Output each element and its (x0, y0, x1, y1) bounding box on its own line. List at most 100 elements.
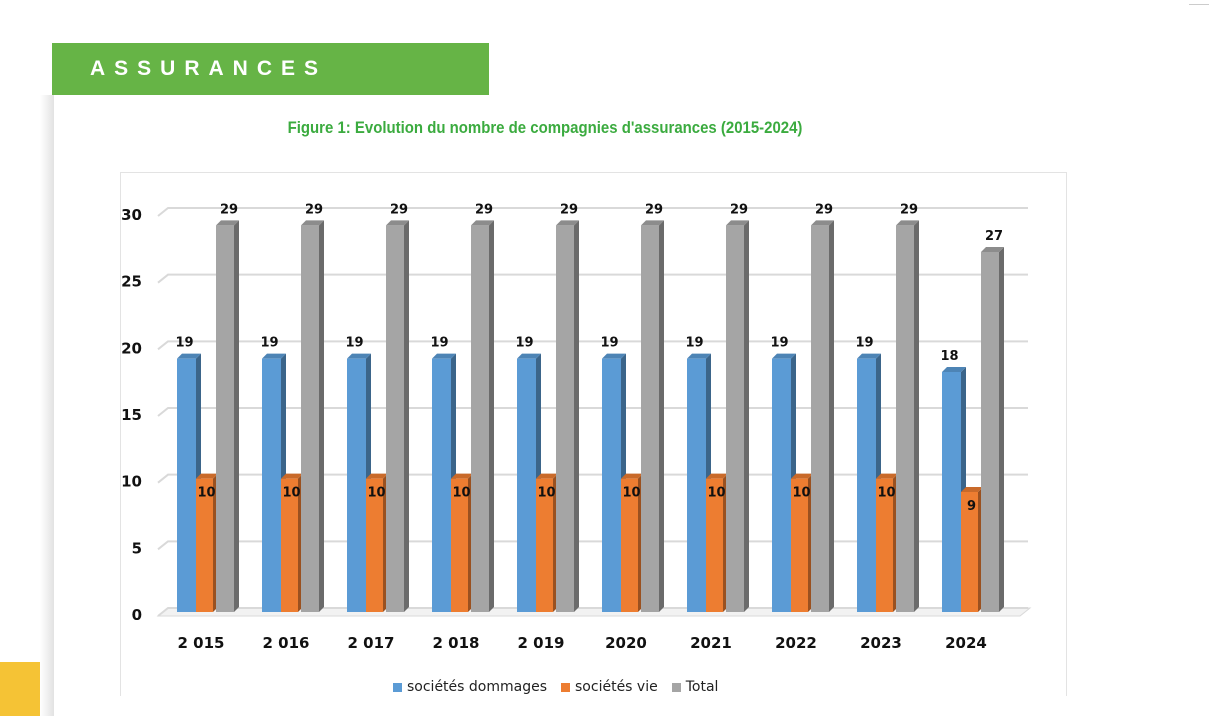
data-label: 9 (967, 499, 976, 514)
bar-top (471, 220, 494, 226)
bar (981, 252, 999, 612)
bar (791, 478, 808, 612)
bar-top (216, 220, 239, 226)
bar-top (942, 367, 966, 372)
bar-side (404, 220, 409, 613)
legend-item: Total (671, 679, 719, 695)
bar-top (301, 220, 324, 226)
bar (536, 478, 553, 612)
legend: sociétés dommages sociétés vie Total (393, 679, 718, 695)
bar-top (517, 353, 541, 359)
y-tick-label: 15 (121, 406, 142, 424)
legend-item: sociétés dommages (393, 679, 547, 695)
data-label: 10 (367, 486, 385, 501)
bar (216, 225, 234, 613)
bar-top (876, 473, 898, 479)
bar-top (556, 220, 579, 226)
data-label: 10 (537, 486, 555, 501)
bar-top (177, 353, 201, 359)
data-label: 19 (855, 336, 873, 351)
bar-top (857, 353, 881, 359)
bar (366, 478, 383, 612)
bar-top (621, 473, 643, 479)
data-label: 29 (305, 202, 323, 217)
data-label: 10 (452, 486, 470, 501)
bar-top (602, 353, 626, 359)
bar (517, 358, 536, 612)
bar (857, 358, 876, 612)
bar (281, 478, 298, 612)
bar-side (659, 220, 664, 613)
bar (451, 478, 468, 612)
bar-side (999, 247, 1004, 612)
x-tick-label: 2 019 (518, 634, 565, 652)
bar-side (914, 220, 919, 613)
data-label: 19 (260, 336, 278, 351)
data-label: 19 (770, 336, 788, 351)
data-label: 29 (730, 202, 748, 217)
bar (432, 358, 451, 612)
data-label: 29 (475, 202, 493, 217)
bar-top (196, 473, 218, 479)
data-label: 19 (345, 336, 363, 351)
section-title: ASSURANCES (90, 57, 328, 80)
data-label: 19 (430, 336, 448, 351)
data-label: 19 (515, 336, 533, 351)
bar (177, 358, 196, 612)
bar-top (811, 220, 834, 226)
bar-top (536, 473, 558, 479)
legend-item: sociétés vie (561, 679, 658, 695)
x-tick-label: 2 017 (348, 634, 395, 652)
legend-swatch (393, 682, 402, 692)
bar-side (234, 220, 239, 613)
bar (687, 358, 706, 612)
x-tick-label: 2021 (690, 634, 732, 652)
x-tick-label: 2 018 (433, 634, 480, 652)
window-edge (1189, 4, 1209, 5)
bar (706, 478, 723, 612)
data-label: 29 (390, 202, 408, 217)
bar-side (744, 220, 749, 613)
data-label: 18 (940, 349, 958, 364)
x-tick-label: 2020 (605, 634, 647, 652)
data-label: 19 (600, 336, 618, 351)
bar (556, 225, 574, 613)
bar-side (319, 220, 324, 613)
data-label: 10 (792, 486, 810, 501)
data-label: 19 (685, 336, 703, 351)
data-label: 29 (220, 202, 238, 217)
bar (347, 358, 366, 612)
chart-frame (120, 172, 1067, 696)
y-tick-label: 20 (121, 339, 142, 357)
legend-label: Total (685, 679, 719, 695)
bar-top (896, 220, 919, 226)
data-label: 10 (197, 486, 215, 501)
x-tick-label: 2 015 (178, 634, 225, 652)
section-banner: ASSURANCES (52, 43, 489, 95)
bar (772, 358, 791, 612)
page-shadow (40, 95, 54, 716)
bar-top (706, 473, 728, 479)
bar-top (281, 473, 303, 479)
x-tick-label: 2 016 (263, 634, 310, 652)
legend-swatch (561, 682, 571, 692)
legend-swatch (671, 682, 681, 692)
bar-top (641, 220, 664, 226)
x-tick-label: 2024 (945, 634, 987, 652)
bar-side (574, 220, 579, 613)
bar (386, 225, 404, 613)
data-label: 19 (175, 336, 193, 351)
data-label: 29 (645, 202, 663, 217)
bar-top (772, 353, 796, 359)
bar-top (432, 353, 456, 359)
data-label: 10 (707, 486, 725, 501)
bar (942, 372, 961, 612)
x-tick-label: 2022 (775, 634, 817, 652)
bar (876, 478, 893, 612)
bar-top (791, 473, 813, 479)
y-tick-label: 25 (121, 273, 142, 291)
bar (961, 492, 978, 612)
y-tick-label: 0 (132, 606, 142, 624)
y-tick-label: 10 (121, 473, 142, 491)
bar-top (961, 487, 983, 492)
